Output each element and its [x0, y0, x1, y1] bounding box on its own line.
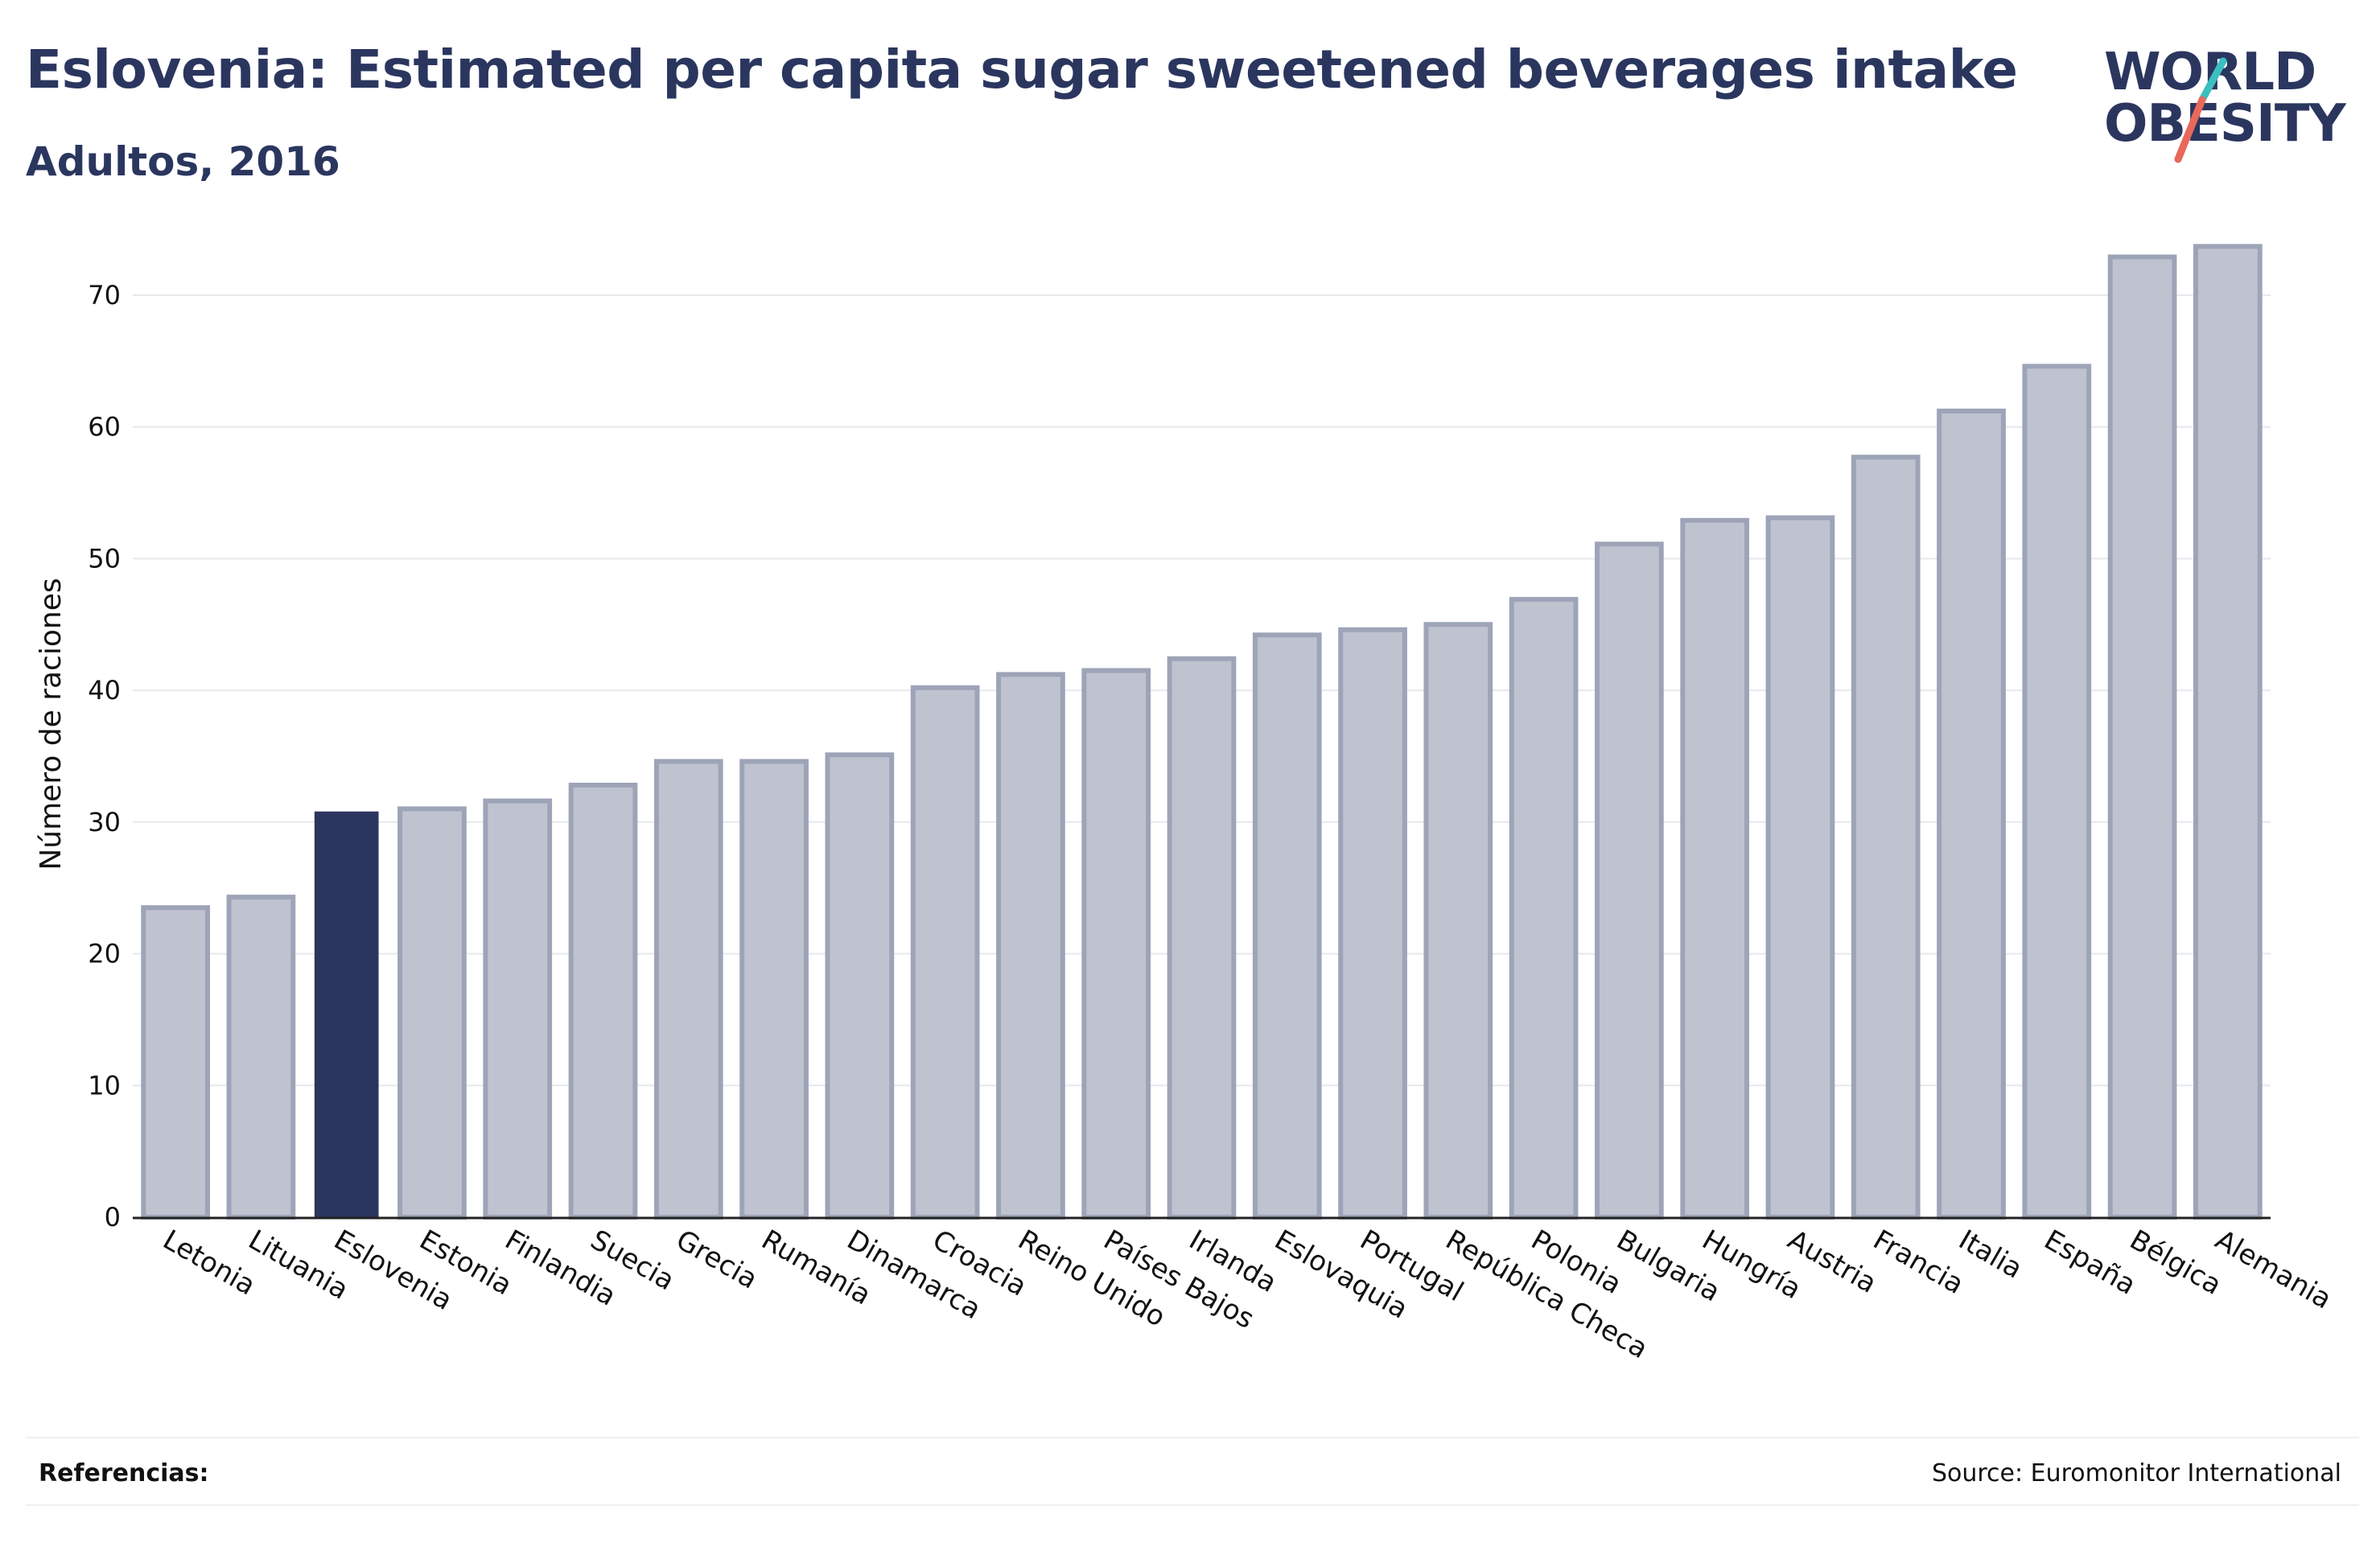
world-obesity-logo: WORLD OBESITY: [2104, 37, 2361, 174]
bar-lituania: [226, 895, 296, 1220]
bar-eslovaquia: [1252, 632, 1322, 1220]
y-tick-label: 50: [88, 543, 121, 574]
footer-divider-bottom: [26, 1504, 2359, 1506]
y-tick-label: 40: [88, 675, 121, 706]
x-tick-label: España: [2039, 1224, 2141, 1302]
y-tick-label: 0: [105, 1202, 121, 1232]
bar-finlandia: [483, 798, 553, 1220]
x-tick-label: Francia: [1867, 1224, 1969, 1301]
bar-chart: 010203040506070LetoniaLituaniaEsloveniaE…: [35, 244, 2337, 1365]
bar-reino-unido: [996, 672, 1065, 1220]
bar-grecia: [653, 759, 723, 1220]
bar-austria: [1765, 515, 1835, 1220]
bars: [141, 244, 2263, 1220]
y-tick-label: 10: [88, 1070, 121, 1101]
bar-estonia: [397, 806, 467, 1220]
bar-bulgaria: [1595, 541, 1664, 1220]
x-tick-label: Grecia: [670, 1224, 763, 1295]
bar-españa: [2022, 364, 2092, 1220]
y-tick-label: 60: [88, 412, 121, 442]
y-tick-label: 70: [88, 280, 121, 311]
y-tick-label: 20: [88, 939, 121, 969]
bar-irlanda: [1167, 656, 1237, 1220]
bar-alemania: [2193, 244, 2263, 1220]
bar-suecia: [568, 782, 638, 1220]
x-tick-label: Bélgica: [2124, 1224, 2227, 1302]
bar-portugal: [1338, 627, 1407, 1220]
bar-dinamarca: [825, 752, 895, 1220]
bar-polonia: [1509, 597, 1579, 1220]
footer-divider-top: [26, 1437, 2359, 1438]
references-label: Referencias:: [39, 1459, 209, 1487]
page-title: Eslovenia: Estimated per capita sugar sw…: [26, 39, 2018, 101]
page-subtitle: Adultos, 2016: [26, 138, 340, 185]
logo-slash-icon: [2174, 57, 2227, 163]
source-note: Source: Euromonitor International: [1931, 1459, 2341, 1487]
bar-italia: [1937, 408, 2006, 1220]
y-axis-label: Número de raciones: [35, 578, 68, 870]
bar-francia: [1851, 455, 1921, 1220]
logo-line-2: OBESITY: [2104, 94, 2346, 154]
x-tick-label: Alemania: [2209, 1224, 2337, 1315]
bar-letonia: [141, 905, 210, 1220]
bar-república-checa: [1423, 622, 1493, 1220]
bar-hungría: [1680, 517, 1750, 1220]
bar-croacia: [910, 685, 980, 1220]
y-tick-label: 30: [88, 807, 121, 837]
bar-países-bajos: [1081, 668, 1151, 1220]
bar-eslovenia: [314, 811, 379, 1217]
bar-bélgica: [2107, 254, 2177, 1220]
x-tick-label: Letonia: [158, 1224, 261, 1302]
bar-rumanía: [739, 759, 809, 1220]
